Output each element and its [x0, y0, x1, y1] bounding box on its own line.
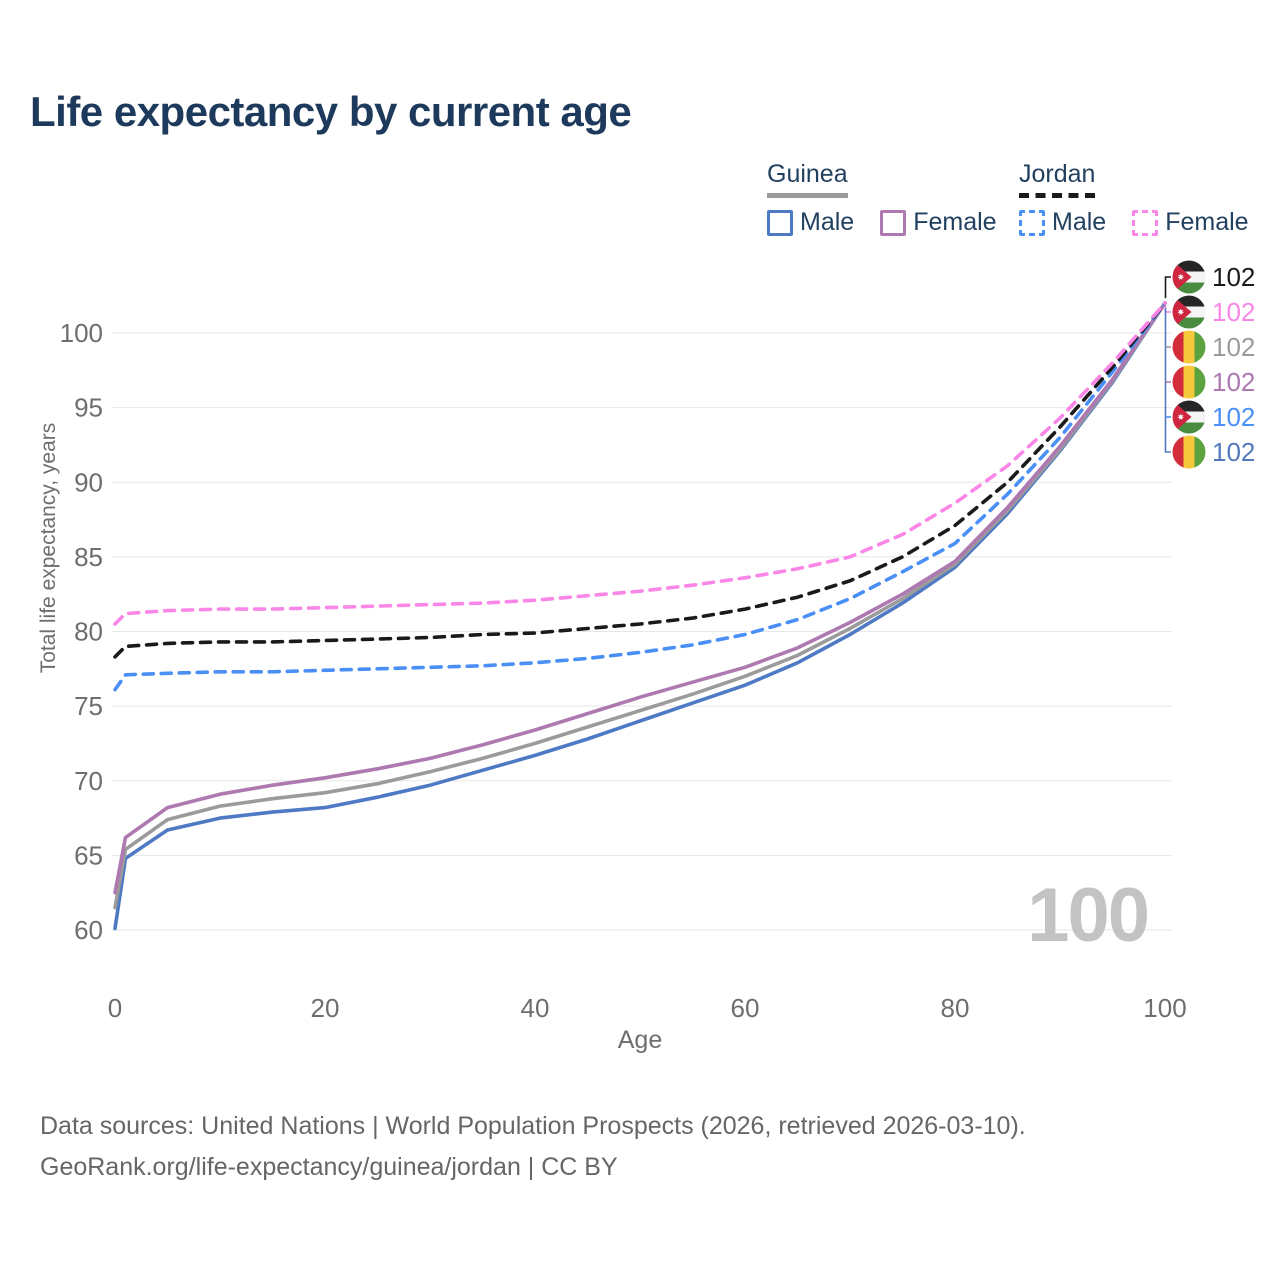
legend-group-guinea: Guinea Male Female: [767, 160, 997, 237]
x-tick-label: 80: [941, 993, 970, 1023]
legend-label: Male: [1052, 208, 1107, 236]
guinea-flag-icon: [1172, 330, 1206, 364]
chart-title: Life expectancy by current age: [30, 88, 632, 135]
legend-label: Female: [913, 208, 997, 236]
series-line-jordan-male[interactable]: [113, 301, 1167, 692]
end-label-value: 102: [1212, 402, 1255, 432]
leader-line: [1164, 308, 1171, 453]
legend-jordan-male[interactable]: Male: [1019, 208, 1106, 237]
end-label-value: 102: [1212, 367, 1255, 397]
jordan-male-swatch-icon: [1019, 209, 1045, 236]
data-source-line: Data sources: United Nations | World Pop…: [40, 1112, 1026, 1140]
y-tick-label: 80: [74, 617, 103, 647]
legend-guinea-male[interactable]: Male: [767, 208, 854, 237]
legend-guinea-header[interactable]: Guinea: [767, 160, 848, 198]
x-tick-label: 100: [1143, 993, 1186, 1023]
guinea-female-swatch-icon: [880, 209, 907, 236]
legend-label: Female: [1165, 208, 1249, 236]
x-tick-label: 0: [108, 993, 122, 1023]
legend-jordan-female[interactable]: Female: [1132, 208, 1249, 237]
leader-line: [1164, 306, 1171, 313]
guinea-male-swatch-icon: [767, 209, 793, 236]
legend: Guinea Male Female Jordan Male: [0, 0, 1280, 250]
end-label-value: 102: [1212, 332, 1255, 362]
end-label-value: 102: [1212, 437, 1255, 467]
legend-guinea-female[interactable]: Female: [880, 208, 997, 237]
guinea-flag-icon: [1172, 435, 1206, 469]
leader-line: [1164, 276, 1171, 299]
y-tick-label: 65: [74, 840, 103, 870]
x-tick-label: 60: [731, 993, 760, 1023]
y-tick-label: 85: [74, 542, 103, 572]
y-tick-label: 100: [60, 318, 103, 348]
legend-group-jordan: Jordan Male Female: [1019, 160, 1249, 237]
y-tick-label: 60: [74, 915, 103, 945]
jordan-flag-icon: [1172, 260, 1206, 294]
x-tick-label: 20: [311, 993, 340, 1023]
jordan-flag-icon: [1172, 400, 1206, 434]
series-line-guinea-female[interactable]: [113, 301, 1167, 895]
guinea-flag-icon: [1172, 365, 1206, 399]
jordan-flag-icon: [1172, 295, 1206, 329]
y-tick-label: 95: [74, 393, 103, 423]
x-axis-title: Age: [617, 1026, 663, 1054]
y-tick-label: 75: [74, 691, 103, 721]
legend-jordan-header[interactable]: Jordan: [1019, 160, 1096, 198]
footer: Data sources: United Nations | World Pop…: [40, 1106, 1026, 1188]
y-axis-title: Total life expectancy, years: [37, 422, 60, 674]
series-line-jordan-both-sexes[interactable]: [113, 301, 1167, 659]
attribution-line: GeoRank.org/life-expectancy/guinea/jorda…: [40, 1153, 618, 1181]
y-tick-label: 70: [74, 766, 103, 796]
y-tick-label: 90: [74, 467, 103, 497]
age-watermark: 100: [1027, 873, 1148, 958]
legend-label: Male: [800, 208, 855, 236]
x-tick-label: 40: [521, 993, 550, 1023]
series-line-jordan-female[interactable]: [113, 301, 1167, 626]
end-label-value: 102: [1212, 262, 1255, 292]
series-line-guinea-both-sexes[interactable]: [113, 301, 1167, 910]
end-label-value: 102: [1212, 297, 1255, 327]
jordan-female-swatch-icon: [1132, 209, 1159, 236]
series-line-guinea-male[interactable]: [113, 301, 1167, 931]
